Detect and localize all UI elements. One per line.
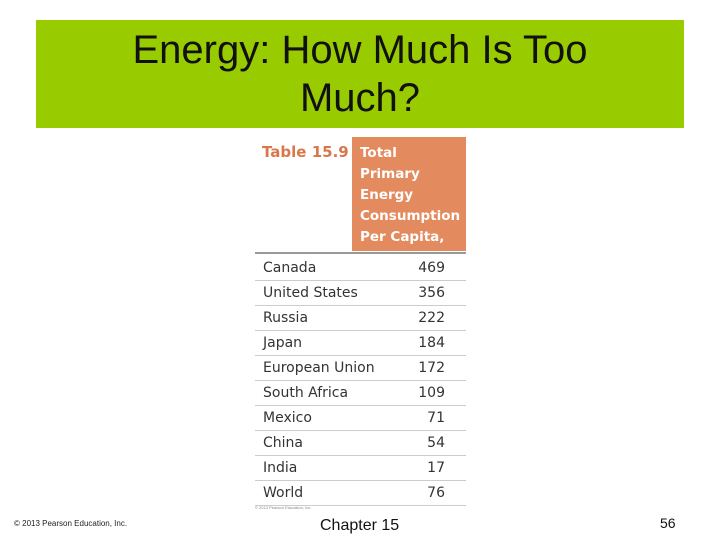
country: Japan xyxy=(263,335,303,351)
consumption: 356 xyxy=(418,285,445,301)
table-row: China 54 xyxy=(255,431,466,456)
table-row: India 17 xyxy=(255,456,466,481)
country: Mexico xyxy=(263,410,312,426)
country: European Union xyxy=(263,360,375,376)
table-credit: © 2013 Pearson Education, Inc. xyxy=(255,505,312,510)
table-row: Mexico 71 xyxy=(255,406,466,431)
consumption: 109 xyxy=(418,385,445,401)
country: World xyxy=(263,485,304,501)
consumption: 469 xyxy=(418,260,445,276)
consumption: 17 xyxy=(427,460,445,476)
country: South Africa xyxy=(263,385,349,401)
country: Canada xyxy=(263,260,317,276)
country: India xyxy=(263,460,298,476)
table-row: European Union 172 xyxy=(255,356,466,381)
consumption: 172 xyxy=(418,360,445,376)
table-row: World 76 xyxy=(255,481,466,506)
country: China xyxy=(263,435,303,451)
table-row: South Africa 109 xyxy=(255,381,466,406)
table-row: Russia 222 xyxy=(255,306,466,331)
header-rule xyxy=(255,252,466,254)
consumption: 54 xyxy=(427,435,445,451)
consumption: 76 xyxy=(427,485,445,501)
table-label: Table 15.9 xyxy=(262,143,349,161)
consumption: 71 xyxy=(427,410,445,426)
footer-chapter: Chapter 15 xyxy=(320,517,400,534)
column-header: Total Primary Energy Consumption Per Cap… xyxy=(352,137,466,266)
country: United States xyxy=(263,285,358,301)
slide-title: Energy: How Much Is Too Much? xyxy=(132,28,588,120)
page-number: 56 xyxy=(660,515,676,531)
title-banner xyxy=(36,20,684,128)
consumption: 184 xyxy=(418,335,445,351)
table-row: Japan 184 xyxy=(255,331,466,356)
country: Russia xyxy=(263,310,309,326)
table-row: Canada 469 xyxy=(255,256,466,281)
footer-copyright: © 2013 Pearson Education, Inc. xyxy=(14,519,128,528)
consumption: 222 xyxy=(418,310,445,326)
table-row: United States 356 xyxy=(255,281,466,306)
